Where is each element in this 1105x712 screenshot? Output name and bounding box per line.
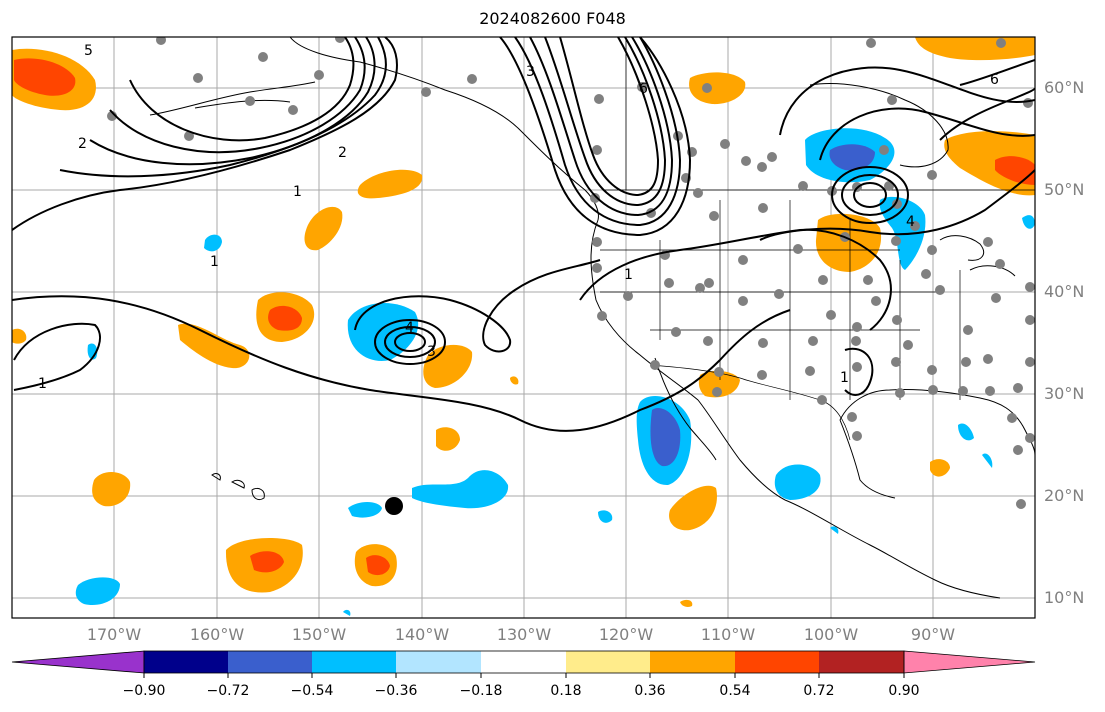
colorbar-bin [396,651,481,673]
colorbar-bin [228,651,312,673]
contour-label: 4 [405,320,414,336]
colorbar-bin [819,651,904,673]
colorbar-tick-label: −0.18 [459,683,503,699]
contour-label: 5 [84,43,93,59]
anomaly-region [680,599,693,607]
colorbar-tick-label: −0.54 [290,683,334,699]
anomaly-region [598,510,613,523]
contour-label: 3 [427,344,436,360]
lon-label: 130°W [496,625,552,644]
contour-label: 1 [293,184,302,200]
colorbar-tick-label: 0.36 [634,683,666,699]
anomaly-region [774,464,821,500]
anomaly-region [669,485,717,531]
colorbar-bin [481,651,566,673]
colorbar-bin [566,651,650,673]
anomaly-region [347,302,419,361]
colorbar-bin [312,651,396,673]
lat-label: 10°N [1044,588,1085,607]
colorbar-tick-label: −0.72 [206,683,250,699]
anomaly-shading [12,37,1035,616]
anomaly-region [250,551,284,573]
colorbar-tick-label: 0.18 [550,683,582,699]
colorbar [11,650,1036,678]
anomaly-region [982,453,993,468]
lon-label: 100°W [803,625,859,644]
gridlines [12,37,1035,618]
political-borders [600,37,1035,441]
map-frame [11,36,1036,619]
anomaly-region [92,471,131,507]
anomaly-region [348,502,382,518]
contour-label: 3 [526,64,535,80]
colorbar-tick-label: 0.90 [888,683,920,699]
anomaly-region [829,144,875,171]
anomaly-region [75,577,120,606]
lat-label: 50°N [1044,180,1085,199]
anomaly-region [930,459,950,477]
anomaly-region [14,58,76,96]
contour-label: 1 [38,376,47,392]
anomaly-region [366,555,390,576]
contour-label: 1 [840,370,849,386]
map-title: 2024082600 F048 [479,9,626,28]
lon-label: 160°W [189,625,245,644]
anomaly-region [268,305,302,331]
anomaly-region [357,169,423,199]
contour-label: 6 [639,81,648,97]
colorbar-tick-label: 0.54 [719,683,751,699]
lat-label: 40°N [1044,282,1085,301]
anomaly-region [1022,215,1035,229]
contour-label: 2 [338,145,347,161]
lon-label: 150°W [291,625,347,644]
colorbar-over [903,650,1036,674]
anomaly-region [689,72,746,105]
colorbar-bin [650,651,735,673]
anomaly-region [698,370,740,398]
colorbar-tick-label: −0.36 [374,683,418,699]
lat-label: 20°N [1044,486,1085,505]
lon-label: 120°W [598,625,654,644]
colorbar-bin [144,651,228,673]
lon-label: 170°W [86,625,142,644]
anomaly-region [830,526,839,534]
anomaly-region [304,206,343,251]
colorbar-under [11,650,145,674]
anomaly-region [343,609,351,616]
colorbar-tick-label: −0.90 [122,683,166,699]
colorbar-tick-label: 0.72 [803,683,835,699]
contour-label: 6 [990,72,999,88]
contour-label: 1 [210,254,219,270]
anomaly-region [178,323,250,369]
anomaly-region [204,234,222,252]
contour-lines [12,37,1035,432]
contour-label: 1 [624,267,633,283]
anomaly-region [650,408,681,467]
contour-labels: 5 2 1 4 3 2 6 1 1 1 1 4 3 6 [38,43,999,392]
contour-label: 2 [78,136,87,152]
anomaly-region [958,423,974,441]
lat-label: 60°N [1044,78,1085,97]
anomaly-region [436,427,460,451]
anomaly-region [412,470,509,509]
lon-label: 90°W [910,625,956,644]
lat-label: 30°N [1044,384,1085,403]
colorbar-bin [735,651,819,673]
lon-label: 140°W [394,625,450,644]
contour-label: 4 [906,214,915,230]
anomaly-region [12,328,27,344]
lon-label: 110°W [700,625,756,644]
anomaly-region [423,344,473,388]
marker-dot [385,497,403,515]
anomaly-region [510,376,519,385]
